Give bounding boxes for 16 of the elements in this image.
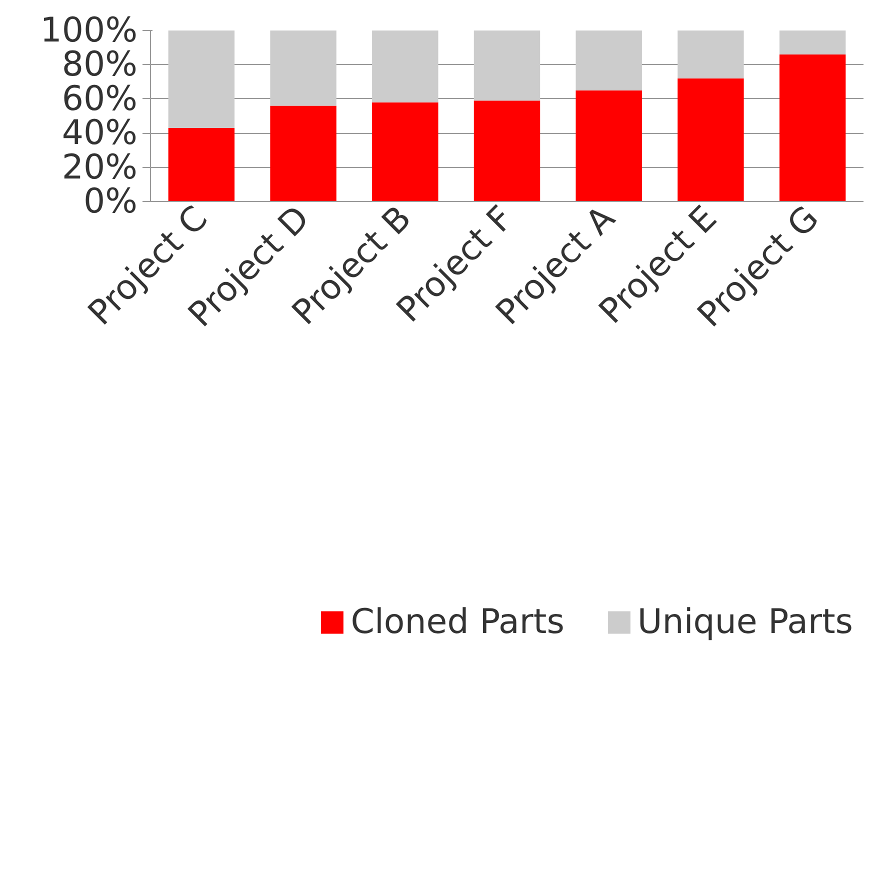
legend-label: Cloned Parts <box>350 602 564 642</box>
bar <box>678 30 744 78</box>
bar <box>270 106 336 202</box>
bar <box>270 30 336 106</box>
bar <box>576 30 642 90</box>
bar <box>779 30 846 54</box>
bar <box>168 30 235 128</box>
legend-label: Unique Parts <box>637 602 853 642</box>
bar <box>678 78 744 202</box>
bar <box>474 100 540 202</box>
bar <box>372 102 438 202</box>
bar <box>576 90 642 202</box>
bar <box>372 30 438 102</box>
bar <box>474 30 540 101</box>
bar <box>168 128 235 202</box>
bar <box>779 54 846 202</box>
